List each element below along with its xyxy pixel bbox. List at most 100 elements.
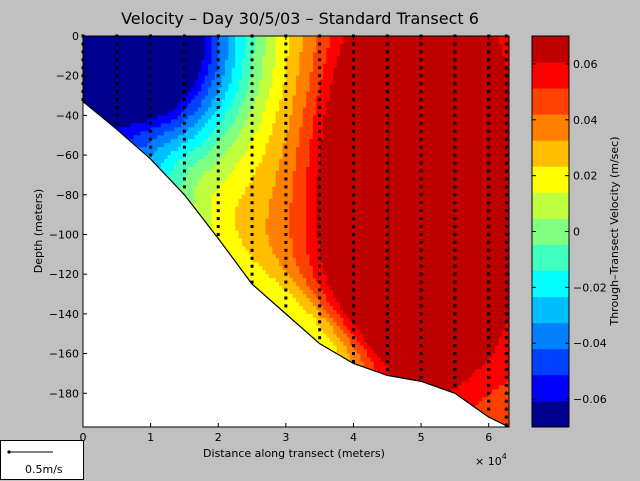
velocity-cell — [231, 71, 236, 77]
velocity-cell — [218, 39, 223, 45]
velocity-cell — [130, 123, 135, 128]
velocity-cell — [252, 190, 256, 196]
velocity-cell — [197, 75, 202, 81]
velocity-cell — [164, 147, 168, 152]
velocity-cell — [170, 95, 175, 100]
velocity-cell — [187, 47, 192, 53]
velocity-cell — [238, 51, 243, 57]
velocity-cell — [123, 127, 128, 132]
velocity-cell — [96, 91, 101, 96]
velocity-cell — [197, 147, 202, 152]
velocity-cell — [214, 182, 219, 188]
velocity-cell — [191, 47, 195, 53]
velocity-cell — [143, 139, 148, 144]
velocity-cell — [170, 155, 175, 160]
velocity-cell — [174, 79, 179, 85]
velocity-cell — [194, 206, 199, 212]
velocity-cell — [187, 163, 192, 168]
velocity-cell — [137, 115, 141, 120]
velocity-cell — [245, 266, 250, 271]
velocity-cell — [113, 83, 118, 89]
velocity-cell — [184, 71, 189, 77]
velocity-cell — [248, 198, 253, 204]
velocity-cell — [126, 99, 131, 104]
velocity-cell — [174, 59, 179, 65]
velocity-cell — [231, 75, 236, 81]
velocity-cell — [248, 103, 253, 108]
velocity-cell — [116, 91, 121, 96]
velocity-cell — [225, 178, 229, 184]
velocity-cell — [221, 139, 226, 144]
velocity-cell — [93, 39, 97, 45]
velocity-cell — [221, 151, 226, 156]
velocity-cell — [174, 67, 179, 73]
velocity-cell — [225, 151, 229, 156]
velocity-cell — [211, 155, 216, 160]
velocity-cell — [225, 127, 229, 132]
velocity-cell — [160, 63, 165, 69]
velocity-cell — [241, 107, 246, 112]
velocity-cell — [174, 103, 179, 108]
velocity-cell — [181, 170, 185, 176]
velocity-cell — [211, 135, 216, 140]
velocity-cell — [110, 107, 114, 112]
velocity-cell — [208, 55, 212, 61]
velocity-cell — [187, 155, 192, 160]
velocity-cell — [245, 119, 250, 124]
velocity-cell — [214, 83, 219, 89]
velocity-cell — [191, 79, 195, 85]
velocity-cell — [245, 210, 250, 216]
velocity-cell — [174, 63, 179, 69]
velocity-cell — [164, 59, 168, 65]
velocity-cell — [177, 155, 182, 160]
velocity-cell — [238, 234, 243, 239]
velocity-cell — [167, 91, 172, 96]
velocity-cell — [137, 75, 141, 81]
velocity-cell — [225, 218, 229, 223]
velocity-cell — [170, 166, 175, 172]
velocity-cell — [99, 87, 104, 92]
velocity-cell — [252, 159, 256, 164]
velocity-cell — [225, 55, 229, 61]
velocity-cell — [187, 174, 192, 180]
velocity-cell — [177, 63, 182, 69]
velocity-cell — [103, 107, 108, 112]
velocity-cell — [201, 147, 206, 152]
velocity-cell — [184, 174, 189, 180]
velocity-cell — [143, 39, 148, 45]
velocity-cell — [96, 36, 101, 41]
velocity-cell — [154, 47, 158, 53]
velocity-cell — [238, 226, 243, 231]
velocity-cell — [120, 67, 124, 73]
velocity-cell — [218, 226, 223, 231]
velocity-cell — [248, 163, 253, 168]
velocity-cell — [197, 59, 202, 65]
velocity-cell — [248, 186, 253, 192]
velocity-cell — [221, 131, 226, 136]
velocity-cell — [225, 115, 229, 120]
velocity-cell — [187, 95, 192, 100]
velocity-cell — [221, 36, 226, 41]
velocity-cell — [225, 202, 229, 208]
velocity-cell — [228, 155, 233, 160]
velocity-cell — [231, 190, 236, 196]
velocity-cell — [86, 99, 91, 104]
velocity-cell — [221, 107, 226, 112]
velocity-cell — [116, 47, 121, 53]
velocity-cell — [235, 226, 239, 231]
velocity-cell — [167, 170, 172, 176]
velocity-cell — [143, 83, 148, 89]
velocity-cell — [235, 250, 239, 255]
velocity-cell — [120, 95, 124, 100]
velocity-cell — [157, 107, 162, 112]
velocity-cell — [197, 131, 202, 136]
velocity-cell — [214, 67, 219, 73]
velocity-cell — [83, 71, 87, 77]
velocity-cell — [110, 119, 114, 124]
velocity-cell — [164, 151, 168, 156]
velocity-cell — [241, 246, 246, 251]
velocity-cell — [120, 83, 124, 89]
velocity-cell — [93, 51, 97, 57]
velocity-cell — [140, 91, 145, 96]
velocity-cell — [113, 59, 118, 65]
